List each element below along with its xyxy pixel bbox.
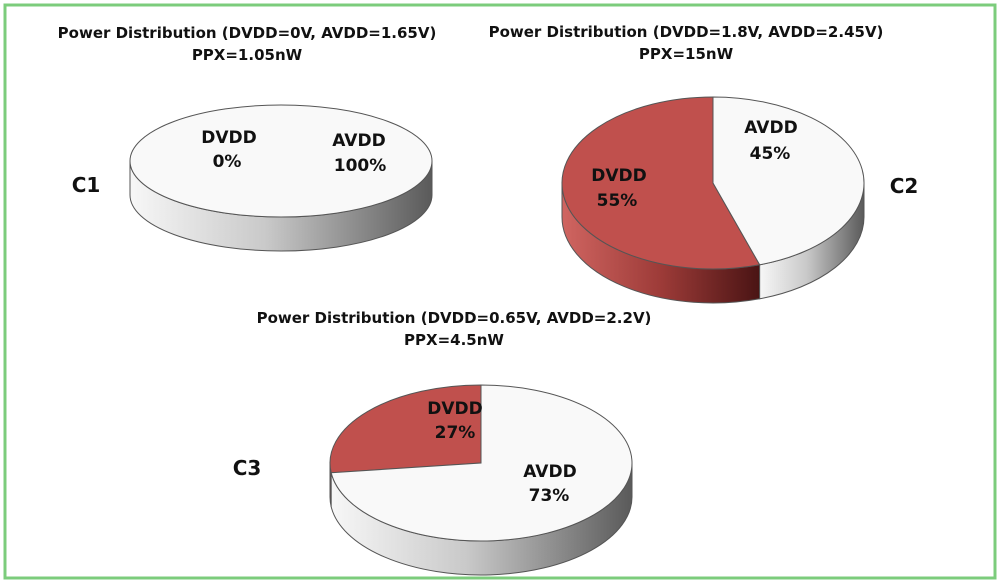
- chart-c2-slice-avdd: [712, 96, 865, 266]
- chart-c3-label-avdd-value: 73%: [529, 486, 570, 506]
- figure-border: [3, 3, 997, 580]
- chart-c2-label-avdd-name: AVDD: [744, 118, 797, 138]
- chart-c3: Power Distribution (DVDD=0.65V, AVDD=2.2…: [233, 309, 652, 576]
- chart-c3-slice-avdd: [330, 384, 633, 542]
- chart-c2-id: C2: [890, 174, 919, 198]
- chart-c3-id: C3: [233, 456, 262, 480]
- chart-c2-label-dvdd-name: DVDD: [591, 166, 647, 186]
- chart-c2-label-dvdd-value: 55%: [597, 191, 638, 211]
- chart-c3-label-dvdd-name: DVDD: [427, 399, 483, 419]
- chart-c1-label-dvdd-name: DVDD: [201, 128, 257, 148]
- chart-c3-label-avdd-name: AVDD: [523, 462, 576, 482]
- chart-c1-slice-avdd: [129, 104, 433, 218]
- chart-c1-label-avdd-name: AVDD: [332, 131, 385, 151]
- chart-c2-title: Power Distribution (DVDD=1.8V, AVDD=2.45…: [489, 23, 884, 41]
- chart-c2-subtitle: PPX=15nW: [639, 45, 734, 63]
- chart-c2-label-avdd-value: 45%: [750, 144, 791, 164]
- chart-c2: Power Distribution (DVDD=1.8V, AVDD=2.45…: [489, 23, 919, 304]
- chart-c1-label-dvdd-value: 0%: [213, 152, 242, 172]
- chart-c1-pie: [129, 104, 433, 252]
- chart-c3-slice-dvdd: [329, 384, 482, 474]
- chart-c2-pie: [561, 96, 865, 304]
- chart-c1-subtitle: PPX=1.05nW: [192, 46, 303, 64]
- chart-c1-title: Power Distribution (DVDD=0V, AVDD=1.65V): [58, 24, 437, 42]
- chart-c3-title: Power Distribution (DVDD=0.65V, AVDD=2.2…: [257, 309, 652, 327]
- chart-c3-pie: [329, 384, 633, 576]
- chart-c2-slice-dvdd: [561, 96, 761, 270]
- chart-c3-subtitle: PPX=4.5nW: [404, 331, 504, 349]
- chart-c1-label-avdd-value: 100%: [334, 156, 387, 176]
- chart-c3-label-dvdd-value: 27%: [435, 423, 476, 443]
- chart-c1: Power Distribution (DVDD=0V, AVDD=1.65V)…: [58, 24, 437, 252]
- chart-c1-id: C1: [72, 173, 101, 197]
